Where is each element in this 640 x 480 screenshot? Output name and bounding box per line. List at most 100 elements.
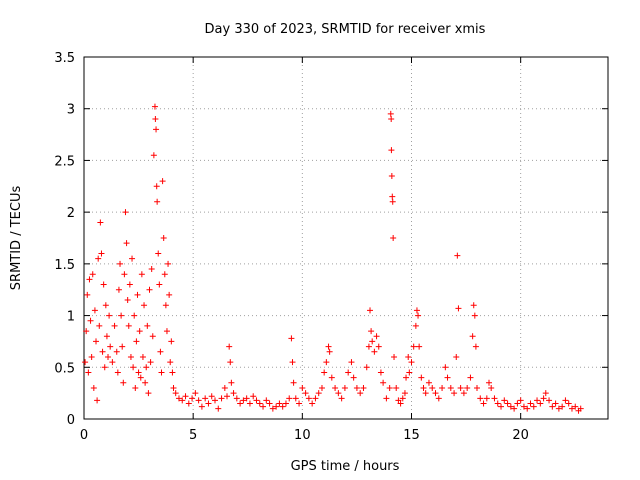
data-point <box>504 400 511 407</box>
data-point <box>169 369 176 376</box>
data-point <box>156 281 163 288</box>
data-point <box>348 359 355 366</box>
data-point <box>453 353 460 360</box>
data-point <box>517 397 524 404</box>
y-tick-label: 2 <box>67 206 75 221</box>
data-point <box>170 384 177 391</box>
data-point <box>185 400 192 407</box>
data-point <box>266 400 273 407</box>
data-point <box>412 322 419 329</box>
data-point <box>154 198 161 205</box>
data-point <box>457 384 464 391</box>
data-point <box>577 405 584 412</box>
data-point <box>491 395 498 402</box>
data-point <box>240 397 247 404</box>
data-point <box>135 369 142 376</box>
data-point <box>416 343 423 350</box>
data-point <box>289 359 296 366</box>
data-point <box>464 384 471 391</box>
data-point <box>341 384 348 391</box>
data-point <box>292 395 299 402</box>
data-point <box>167 359 174 366</box>
data-point <box>153 183 160 190</box>
data-point <box>309 400 316 407</box>
data-point <box>279 403 286 410</box>
data-point <box>98 250 105 257</box>
data-point <box>87 317 94 324</box>
data-point <box>160 235 167 241</box>
data-point <box>401 390 408 397</box>
data-point <box>179 397 186 404</box>
data-point <box>321 369 328 376</box>
data-point <box>403 374 410 381</box>
data-point <box>253 397 260 404</box>
data-point <box>498 403 505 410</box>
data-point <box>145 390 152 397</box>
chart-title: Day 330 of 2023, SRMTID for receiver xmi… <box>205 22 486 37</box>
y-tick-label: 1.5 <box>54 258 75 273</box>
data-point <box>212 397 218 404</box>
data-point <box>338 395 345 402</box>
data-point <box>260 403 267 410</box>
data-point <box>218 395 225 402</box>
data-point <box>542 390 549 397</box>
data-point <box>138 271 145 278</box>
data-point <box>95 255 102 262</box>
data-point <box>195 397 202 404</box>
data-point <box>460 390 467 397</box>
data-point <box>405 353 412 360</box>
data-point <box>353 384 360 391</box>
data-point <box>126 281 133 288</box>
data-point <box>224 393 231 400</box>
x-tick-label: 5 <box>189 428 197 443</box>
y-tick-label: 0.5 <box>54 361 75 376</box>
data-point <box>106 312 113 319</box>
data-point <box>435 395 442 402</box>
data-point <box>507 403 514 410</box>
data-point <box>455 305 462 312</box>
data-point <box>102 302 109 309</box>
data-point <box>410 343 417 350</box>
data-point <box>237 400 244 407</box>
data-point <box>562 397 569 404</box>
data-point <box>335 390 342 397</box>
data-point <box>198 403 205 410</box>
data-point <box>157 348 164 355</box>
data-point <box>165 260 172 267</box>
data-point <box>111 322 118 329</box>
data-point <box>83 328 90 335</box>
data-point <box>365 343 372 350</box>
data-point <box>530 403 537 410</box>
data-point <box>345 369 352 376</box>
y-tick-label: 2.5 <box>54 154 75 169</box>
data-point <box>357 390 364 397</box>
data-point <box>486 379 493 386</box>
data-point <box>474 384 480 391</box>
data-point <box>399 395 406 402</box>
data-point <box>494 400 501 407</box>
data-point <box>90 384 97 391</box>
data-point <box>182 393 189 400</box>
axis-ticks: 0 5 10 15 20 0 0.5 1 1.5 2 2.5 3 3.5 <box>54 51 608 443</box>
data-point <box>101 364 108 371</box>
data-point <box>397 400 404 407</box>
data-point <box>296 400 303 407</box>
data-point <box>273 403 280 410</box>
data-point <box>155 250 162 257</box>
data-point <box>470 302 477 309</box>
data-point <box>302 390 309 397</box>
data-point <box>99 348 106 355</box>
data-point <box>467 374 474 381</box>
data-point <box>395 397 402 404</box>
data-point <box>137 374 144 381</box>
data-point <box>276 400 283 407</box>
data-point <box>418 374 425 381</box>
y-tick-label: 3.5 <box>54 51 75 66</box>
data-point <box>250 393 257 400</box>
data-point <box>269 405 276 412</box>
data-point <box>100 281 107 288</box>
data-point <box>524 405 531 412</box>
data-point <box>172 390 179 397</box>
data-point <box>158 369 165 376</box>
